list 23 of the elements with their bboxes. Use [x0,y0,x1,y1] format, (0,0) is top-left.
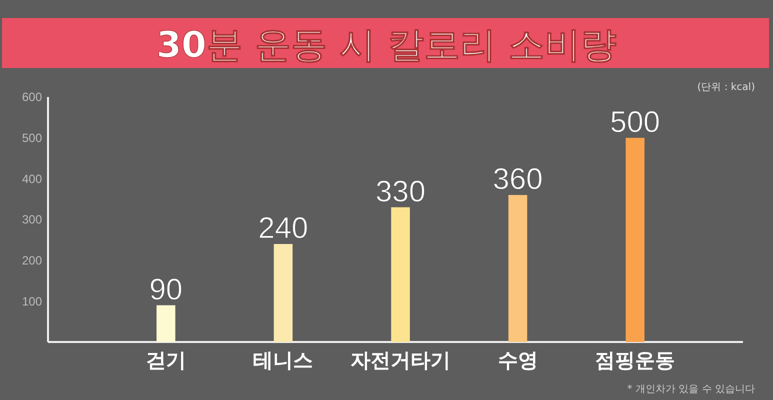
text: * 개인차가 있을 수 있습니다 [627,384,755,395]
y-tick-label: 200 [22,254,42,268]
bar [274,244,293,342]
chart-title: 30분 운동 시 칼로리 소비량 [156,25,617,66]
bar [156,305,176,342]
x-tick-label: 테니스 [253,348,314,372]
x-tick-label: 자전거타기 [350,348,450,372]
data-label: 90 [149,273,183,306]
y-tick-label: 100 [22,294,42,308]
bar [626,138,644,342]
bar [508,195,528,342]
data-label: 500 [610,106,660,139]
data-label: 330 [375,175,426,208]
y-tick-label: 300 [22,212,42,227]
x-tick-label: 수영 [498,348,538,372]
bar [391,207,410,342]
text: (단위 : kcal) [697,82,756,93]
x-tick-label: 걷기 [146,348,186,372]
y-tick-label: 600 [22,90,42,104]
data-label: 360 [492,163,543,196]
x-tick-label: 점핑운동 [595,348,676,372]
y-tick-label: 400 [22,172,42,186]
y-tick-label: 500 [22,131,42,146]
